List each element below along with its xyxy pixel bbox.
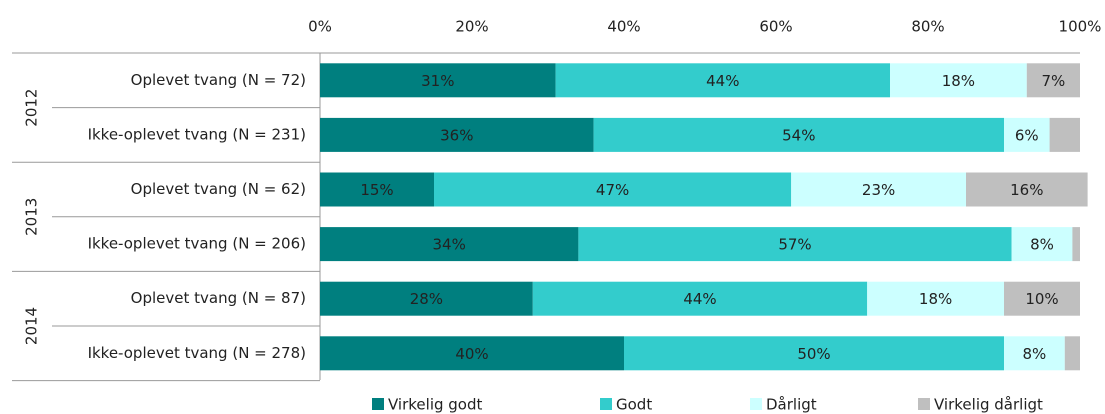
bar-segment	[320, 63, 556, 98]
legend-swatch	[918, 398, 930, 410]
bar-segment	[320, 117, 594, 152]
value-label: 31%	[421, 72, 454, 90]
bar-segment	[791, 172, 966, 207]
bar-segment	[1004, 336, 1065, 371]
bar-segment	[555, 63, 890, 98]
value-label: 18%	[919, 290, 952, 308]
bar-segment	[1011, 227, 1073, 262]
legend-swatch	[750, 398, 762, 410]
x-tick-label: 20%	[455, 18, 488, 36]
value-label: 28%	[410, 290, 443, 308]
bar-segment	[890, 63, 1027, 98]
value-label: 54%	[782, 126, 815, 144]
value-label: 36%	[440, 126, 473, 144]
value-label: 44%	[683, 290, 716, 308]
bar-segment	[320, 336, 624, 371]
bar-segment	[1026, 63, 1080, 98]
bar-segment	[593, 117, 1004, 152]
x-tick-label: 0%	[308, 18, 332, 36]
x-tick-label: 40%	[607, 18, 640, 36]
legend-swatch	[372, 398, 384, 410]
x-tick-label: 100%	[1059, 18, 1102, 36]
bar-segment	[1064, 336, 1080, 371]
bar-segment	[320, 281, 533, 316]
legend-swatch	[600, 398, 612, 410]
group-label: 2013	[23, 198, 41, 236]
value-label: 47%	[596, 181, 629, 199]
legend-label: Godt	[616, 396, 652, 414]
value-label: 23%	[862, 181, 895, 199]
value-label: 34%	[433, 236, 466, 254]
group-label: 2014	[23, 307, 41, 345]
x-tick-label: 60%	[759, 18, 792, 36]
value-label: 40%	[455, 345, 488, 363]
bar-segment	[1072, 227, 1080, 262]
bar-segment	[966, 172, 1088, 207]
value-label: 6%	[1015, 126, 1039, 144]
value-label: 8%	[1023, 345, 1047, 363]
bar-segment	[1004, 117, 1050, 152]
y-tick-label: Oplevet tvang (N = 72)	[131, 71, 306, 89]
y-tick-label: Ikke-oplevet tvang (N = 231)	[88, 125, 306, 143]
value-label: 15%	[360, 181, 393, 199]
y-tick-label: Oplevet tvang (N = 87)	[131, 289, 306, 307]
value-label: 18%	[942, 72, 975, 90]
group-label: 2012	[23, 89, 41, 127]
value-label: 44%	[706, 72, 739, 90]
y-tick-label: Oplevet tvang (N = 62)	[131, 180, 306, 198]
legend-label: Dårligt	[766, 396, 817, 414]
bar-segment	[320, 172, 434, 207]
value-label: 7%	[1042, 72, 1066, 90]
bar-segment	[867, 281, 1004, 316]
value-label: 10%	[1025, 290, 1058, 308]
bar-segment	[578, 227, 1012, 262]
value-label: 8%	[1030, 236, 1054, 254]
bar-segment	[434, 172, 792, 207]
value-label: 57%	[778, 236, 811, 254]
bar-segment	[1004, 281, 1080, 316]
legend-label: Virkelig godt	[388, 396, 482, 414]
bar-segment	[532, 281, 868, 316]
bar-segment	[320, 227, 579, 262]
y-tick-label: Ikke-oplevet tvang (N = 278)	[88, 344, 306, 362]
value-label: 50%	[797, 345, 830, 363]
y-tick-label: Ikke-oplevet tvang (N = 206)	[88, 235, 306, 253]
x-tick-label: 80%	[911, 18, 944, 36]
bar-segment	[1049, 117, 1080, 152]
bar-segment	[624, 336, 1004, 371]
legend-label: Virkelig dårligt	[934, 396, 1043, 414]
value-label: 16%	[1010, 181, 1043, 199]
